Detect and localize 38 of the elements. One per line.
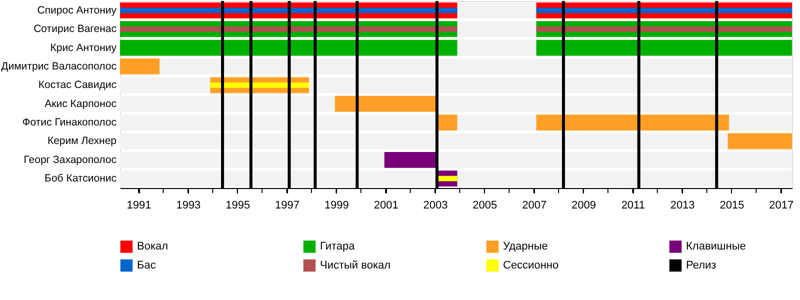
y-tick-label: Спирос Антониу [37,4,118,16]
y-tick-label: Георг Захарополос [24,154,116,166]
legend-label: Гитара [320,240,356,253]
x-tick-label: 2005 [472,200,498,212]
bar [384,152,436,168]
x-tick-label: 2017 [769,200,794,212]
bar [120,58,160,74]
x-tick-label: 2003 [423,200,448,212]
y-tick-label: Фотис Гинакополос [22,116,116,129]
y-tick-label: Крис Антониу [50,42,118,54]
x-tick-label: 1995 [226,200,250,212]
legend-label: Клавишные [686,240,746,253]
legend-label: Бас [137,260,156,272]
x-tick-label: 2011 [621,200,645,212]
y-tick-label: Керим Лехнер [47,135,117,148]
y-tick-label: Боб Катсионис [44,172,116,185]
legend-label: Чистый вокал [320,260,391,272]
legend-label: Релиз [686,260,716,272]
legend-label: Сессионно [503,260,559,272]
y-tick-label: Акис Карпонос [44,98,116,110]
legend-label: Ударные [503,240,548,253]
bar [334,96,436,112]
x-tick-label: 2009 [571,200,596,212]
x-tick-label: 1991 [126,200,152,212]
bar [436,176,458,182]
x-tick-label: 1997 [275,200,300,212]
y-tick-label: Димитрис Валасополос [1,60,116,72]
x-tick-label: 2015 [720,200,744,212]
legend-label: Вокал [137,240,168,253]
bar [536,114,729,130]
x-tick-label: 1999 [324,200,349,212]
y-tick-label: Сотирис Вагенас [34,23,116,36]
y-tick-label: Костас Савидис [38,79,116,92]
x-tick-label: 2007 [522,200,547,212]
x-tick-label: 2001 [374,200,398,212]
x-tick-label: 1993 [176,200,201,212]
x-tick-label: 2013 [670,200,695,212]
bar [728,133,792,150]
